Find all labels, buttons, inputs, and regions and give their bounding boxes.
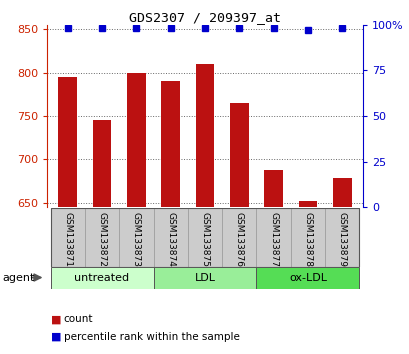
- Bar: [229, 103, 248, 207]
- Bar: [332, 178, 351, 207]
- Text: percentile rank within the sample: percentile rank within the sample: [63, 332, 239, 342]
- Bar: [161, 81, 180, 207]
- Text: GSM133876: GSM133876: [234, 212, 243, 267]
- Text: ■: ■: [51, 332, 62, 342]
- Bar: [298, 201, 317, 207]
- Bar: [119, 208, 153, 267]
- Text: GSM133871: GSM133871: [63, 212, 72, 267]
- Text: GSM133875: GSM133875: [200, 212, 209, 267]
- Text: count: count: [63, 314, 93, 324]
- Text: GSM133873: GSM133873: [132, 212, 141, 267]
- Text: agent: agent: [2, 273, 34, 283]
- Bar: [195, 64, 214, 207]
- Text: GSM133878: GSM133878: [303, 212, 312, 267]
- Bar: [263, 170, 282, 207]
- Bar: [290, 208, 324, 267]
- Text: ■: ■: [51, 314, 62, 324]
- Bar: [153, 267, 256, 289]
- Text: GSM133874: GSM133874: [166, 212, 175, 267]
- Text: LDL: LDL: [194, 273, 215, 283]
- Bar: [256, 208, 290, 267]
- Bar: [50, 208, 85, 267]
- Title: GDS2307 / 209397_at: GDS2307 / 209397_at: [129, 11, 280, 24]
- Bar: [222, 208, 256, 267]
- Bar: [153, 208, 187, 267]
- Text: GSM133879: GSM133879: [337, 212, 346, 267]
- Text: GSM133877: GSM133877: [268, 212, 277, 267]
- Bar: [85, 208, 119, 267]
- Bar: [127, 73, 146, 207]
- Bar: [58, 77, 77, 207]
- Text: ox-LDL: ox-LDL: [288, 273, 326, 283]
- Bar: [92, 120, 111, 207]
- Text: untreated: untreated: [74, 273, 129, 283]
- Bar: [256, 267, 359, 289]
- Text: GSM133872: GSM133872: [97, 212, 106, 267]
- Bar: [50, 267, 153, 289]
- Bar: [187, 208, 222, 267]
- Bar: [324, 208, 359, 267]
